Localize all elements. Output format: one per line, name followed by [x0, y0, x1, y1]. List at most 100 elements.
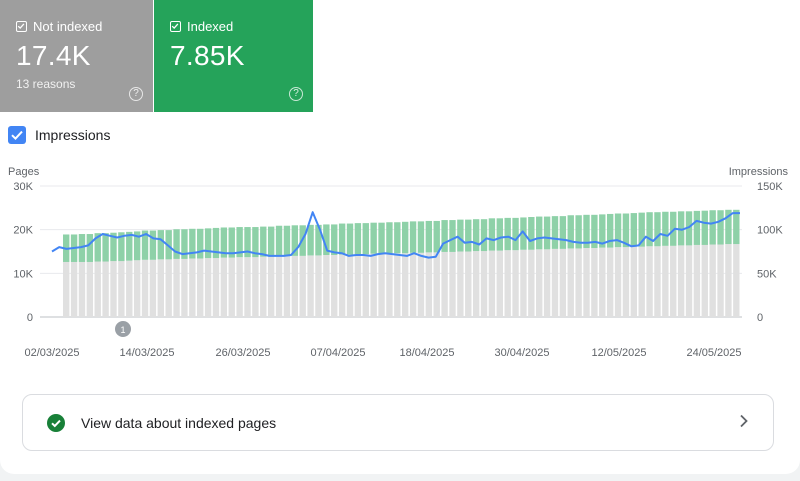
bar-indexed	[409, 221, 417, 253]
help-icon[interactable]: ?	[289, 87, 303, 101]
bar-indexed	[472, 219, 480, 252]
bar-not-indexed	[141, 259, 149, 317]
bar-not-indexed	[559, 248, 567, 317]
help-icon[interactable]: ?	[129, 87, 143, 101]
bar-not-indexed	[536, 249, 543, 317]
bar-not-indexed	[165, 259, 172, 317]
not-indexed-reasons: 13 reasons	[16, 77, 76, 91]
bar-indexed	[252, 227, 259, 258]
bar-not-indexed	[149, 259, 157, 317]
left-tick-label: 20K	[13, 225, 33, 237]
bar-indexed	[370, 222, 377, 254]
bar-indexed	[275, 225, 283, 257]
bar-not-indexed	[591, 248, 598, 317]
bar-indexed	[551, 216, 559, 249]
bar-indexed	[630, 213, 638, 247]
bar-indexed	[78, 234, 86, 262]
bar-indexed	[110, 232, 117, 262]
not-indexed-tile[interactable]: Not indexed 17.4K 13 reasons ?	[0, 0, 153, 112]
impressions-toggle[interactable]: Impressions	[8, 126, 110, 144]
bar-not-indexed	[449, 251, 456, 317]
bar-indexed	[622, 213, 630, 248]
bar-indexed	[354, 223, 362, 255]
bar-not-indexed	[70, 261, 78, 317]
checkbox-checked-icon[interactable]	[8, 126, 26, 144]
bar-indexed	[488, 218, 496, 251]
bar-indexed	[670, 211, 677, 246]
bar-not-indexed	[394, 253, 401, 317]
not-indexed-label: Not indexed	[33, 19, 103, 34]
bar-indexed	[504, 217, 511, 251]
indexed-tile[interactable]: Indexed 7.85K ?	[154, 0, 313, 112]
left-axis-title: Pages	[8, 166, 40, 178]
bar-not-indexed	[670, 245, 677, 317]
bar-not-indexed	[614, 247, 622, 317]
left-tick-label: 30K	[13, 181, 33, 193]
bar-indexed	[449, 220, 456, 252]
bar-not-indexed	[283, 256, 291, 317]
view-indexed-pages-card[interactable]: View data about indexed pages	[22, 394, 774, 451]
bar-indexed	[701, 210, 708, 245]
bar-not-indexed	[685, 245, 693, 317]
annotation-marker	[115, 321, 131, 337]
bar-indexed	[465, 219, 472, 252]
bar-indexed	[559, 216, 567, 249]
checkbox-icon[interactable]	[16, 21, 27, 32]
bar-not-indexed	[315, 255, 322, 317]
bar-not-indexed	[630, 246, 638, 317]
bar-not-indexed	[417, 252, 425, 317]
bar-indexed	[677, 211, 685, 246]
bar-indexed	[425, 220, 433, 253]
bar-not-indexed	[63, 261, 70, 317]
bar-not-indexed	[725, 244, 732, 317]
not-indexed-header: Not indexed	[16, 19, 102, 34]
bar-not-indexed	[94, 261, 101, 317]
right-tick-label: 150K	[757, 181, 783, 193]
bar-not-indexed	[338, 254, 346, 317]
bar-indexed	[717, 210, 724, 245]
bar-not-indexed	[701, 244, 708, 317]
bar-not-indexed	[244, 257, 251, 317]
bar-not-indexed	[173, 258, 180, 317]
bar-indexed	[394, 222, 401, 254]
bar-indexed	[512, 217, 519, 251]
bar-not-indexed	[512, 250, 519, 317]
chevron-right-icon	[739, 412, 749, 433]
indexed-value: 7.85K	[170, 40, 245, 71]
impressions-line	[51, 211, 740, 259]
bar-indexed	[417, 221, 425, 253]
bar-not-indexed	[599, 247, 606, 317]
left-tick-label: 10K	[13, 268, 33, 280]
bar-indexed	[536, 216, 543, 250]
checkbox-icon[interactable]	[170, 21, 181, 32]
bar-indexed	[599, 214, 606, 248]
bar-indexed	[441, 220, 448, 252]
right-tick-label: 100K	[757, 225, 783, 237]
bar-not-indexed	[622, 247, 630, 317]
bar-indexed	[118, 232, 125, 262]
bar-not-indexed	[465, 251, 472, 317]
bar-indexed	[260, 226, 267, 257]
bar-not-indexed	[457, 251, 464, 317]
bar-indexed	[149, 230, 157, 260]
bar-not-indexed	[567, 248, 574, 317]
bar-not-indexed	[520, 249, 527, 317]
bar-not-indexed	[126, 260, 133, 317]
bar-indexed	[662, 211, 669, 246]
x-tick-label: 12/05/2025	[591, 347, 646, 359]
bar-not-indexed	[370, 253, 377, 317]
bar-indexed	[291, 225, 299, 256]
bar-indexed	[528, 217, 535, 250]
bar-not-indexed	[433, 252, 440, 317]
bar-not-indexed	[118, 261, 125, 317]
right-tick-label: 50K	[757, 268, 777, 280]
bar-not-indexed	[409, 252, 417, 317]
bar-not-indexed	[693, 244, 701, 317]
left-tick-label: 0	[27, 312, 33, 324]
bar-not-indexed	[441, 251, 448, 317]
check-circle-icon	[47, 413, 65, 432]
bar-not-indexed	[386, 253, 393, 317]
bar-indexed	[315, 224, 322, 256]
bar-not-indexed	[181, 258, 188, 317]
